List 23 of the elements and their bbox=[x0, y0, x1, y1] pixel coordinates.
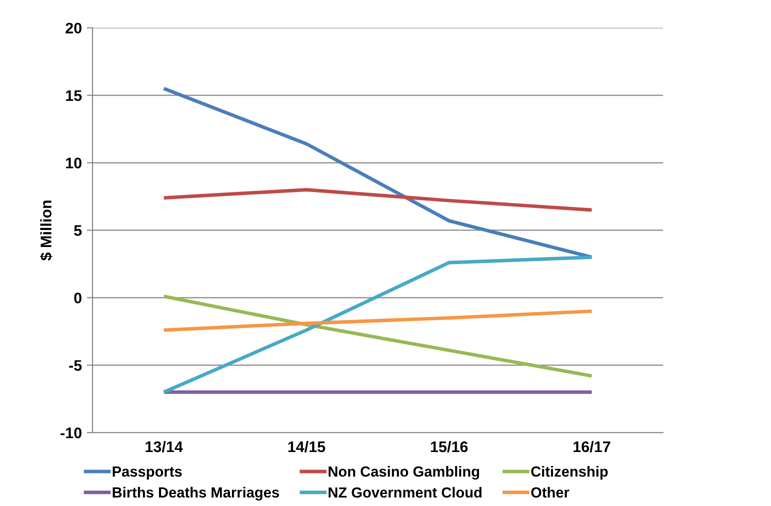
y-tick-label: 0 bbox=[74, 292, 82, 304]
y-tick-label: 15 bbox=[66, 90, 82, 101]
x-tick-label: 16/17 bbox=[574, 440, 610, 452]
line-series bbox=[162, 188, 594, 212]
y-tick-label: 10 bbox=[66, 158, 82, 168]
y-tick-label: 20 bbox=[66, 22, 82, 34]
legend-label: Passports bbox=[112, 466, 182, 480]
legend-label: Citizenship bbox=[531, 466, 608, 480]
legend-label: Other bbox=[531, 486, 570, 498]
legend-label: Non Casino Gambling bbox=[328, 466, 480, 480]
y-tick-label: -10 bbox=[60, 428, 82, 438]
line-series bbox=[162, 86, 594, 259]
x-tick-label: 15/16 bbox=[430, 440, 468, 452]
x-tick-label: 14/15 bbox=[288, 440, 326, 452]
y-axis-title: $ Million bbox=[40, 200, 52, 261]
line-series bbox=[162, 294, 594, 378]
line-series bbox=[162, 309, 594, 332]
legend-label: Births Deaths Marriages bbox=[112, 486, 279, 501]
y-tick-label: 5 bbox=[74, 225, 82, 236]
x-tick-label: 13/14 bbox=[146, 440, 183, 452]
line-series bbox=[162, 255, 594, 394]
legend-label: NZ Government Cloud bbox=[328, 486, 482, 498]
y-tick-label: -5 bbox=[69, 360, 82, 371]
